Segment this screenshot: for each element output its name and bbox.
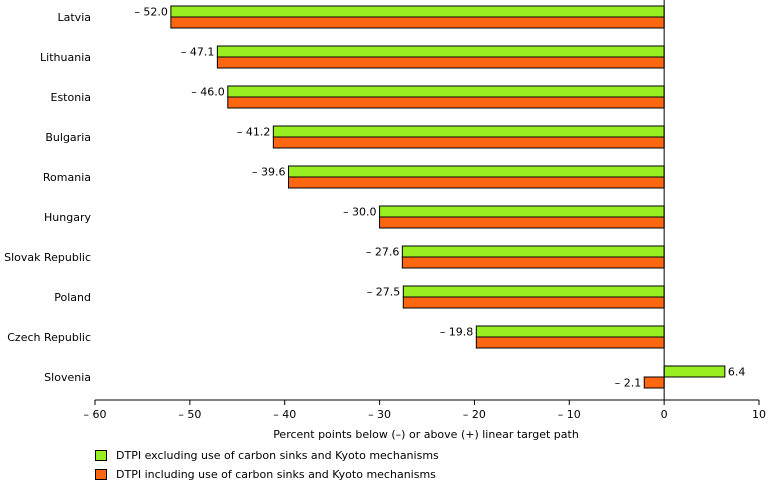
x-tick-label: 10: [752, 408, 766, 421]
category-label: Latvia: [58, 11, 92, 24]
bar-series-1: [475, 325, 665, 338]
category-labels: Latvia Lithuania Estonia Bulgaria Romania Hun…: [4, 11, 91, 384]
x-axis-label: Percent points below (–) or above (+) li…: [273, 428, 579, 440]
x-tick-label: – 40: [273, 408, 296, 421]
bar-series-1: [402, 285, 665, 298]
category-label: Bulgaria: [45, 131, 91, 144]
data-label: – 52.0: [134, 6, 168, 19]
data-label: – 27.6: [366, 246, 400, 259]
value-labels: – 52.0 – 47.1 – 46.0 – 41.2 – 39.6 – 30.0 – 27…: [134, 6, 745, 390]
bar-series-2: [272, 136, 665, 149]
data-label: 6.4: [728, 366, 746, 379]
x-tick-label: – 60: [84, 408, 107, 421]
x-tick-label: – 50: [178, 408, 201, 421]
bar-series-1: [663, 365, 726, 378]
category-label: Slovak Republic: [4, 251, 91, 264]
bar-series-2: [475, 336, 665, 349]
category-label: Hungary: [44, 211, 91, 224]
legend-swatch-green: [95, 450, 107, 461]
data-label: – 46.0: [191, 86, 225, 99]
bar-series-2: [216, 56, 665, 69]
category-label: Czech Republic: [7, 331, 91, 344]
legend-swatch-orange: [95, 469, 107, 480]
x-tick-label: – 10: [558, 408, 581, 421]
bar-series-1: [170, 5, 665, 18]
bar-series-1: [288, 165, 665, 178]
bar-series-1: [401, 245, 665, 258]
bar-series-2: [379, 216, 665, 229]
category-label: Lithuania: [40, 51, 91, 64]
bar-series-2: [170, 16, 665, 29]
bar-series-2: [402, 296, 665, 309]
data-label: – 2.1: [615, 377, 642, 390]
category-label: Romania: [43, 171, 91, 184]
bar-series-2: [401, 256, 665, 269]
category-label: Slovenia: [44, 371, 91, 384]
legend-label-including: DTPI including use of carbon sinks and K…: [116, 468, 436, 481]
legend: DTPI excluding use of carbon sinks and K…: [95, 446, 439, 484]
data-label: – 27.5: [367, 286, 401, 299]
legend-label-excluding: DTPI excluding use of carbon sinks and K…: [116, 449, 439, 462]
data-label: – 30.0: [343, 206, 377, 219]
data-label: – 47.1: [181, 46, 215, 59]
bar-series-1: [216, 45, 665, 58]
x-tick-label: – 30: [368, 408, 391, 421]
legend-item-including: DTPI including use of carbon sinks and K…: [95, 465, 439, 484]
bar-chart: Latvia Lithuania Estonia Bulgaria Romania Hun…: [4, 0, 766, 440]
category-label: Estonia: [51, 91, 92, 104]
x-tick-label: 0: [661, 408, 668, 421]
bar-series-1: [272, 125, 665, 138]
bar-series-2: [288, 176, 665, 189]
x-tick-label: – 20: [463, 408, 486, 421]
bar-series-1: [379, 205, 665, 218]
bar-series-1: [227, 85, 665, 98]
data-label: – 19.8: [440, 326, 474, 339]
legend-item-excluding: DTPI excluding use of carbon sinks and K…: [95, 446, 439, 465]
category-label: Poland: [54, 291, 91, 304]
x-axis: – 60 – 50 – 40 – 30 – 20 – 10 0 10: [84, 0, 766, 421]
data-label: – 39.6: [252, 166, 286, 179]
data-label: – 41.2: [237, 126, 271, 139]
bar-series-2: [227, 96, 665, 109]
bar-series-2: [643, 376, 665, 389]
